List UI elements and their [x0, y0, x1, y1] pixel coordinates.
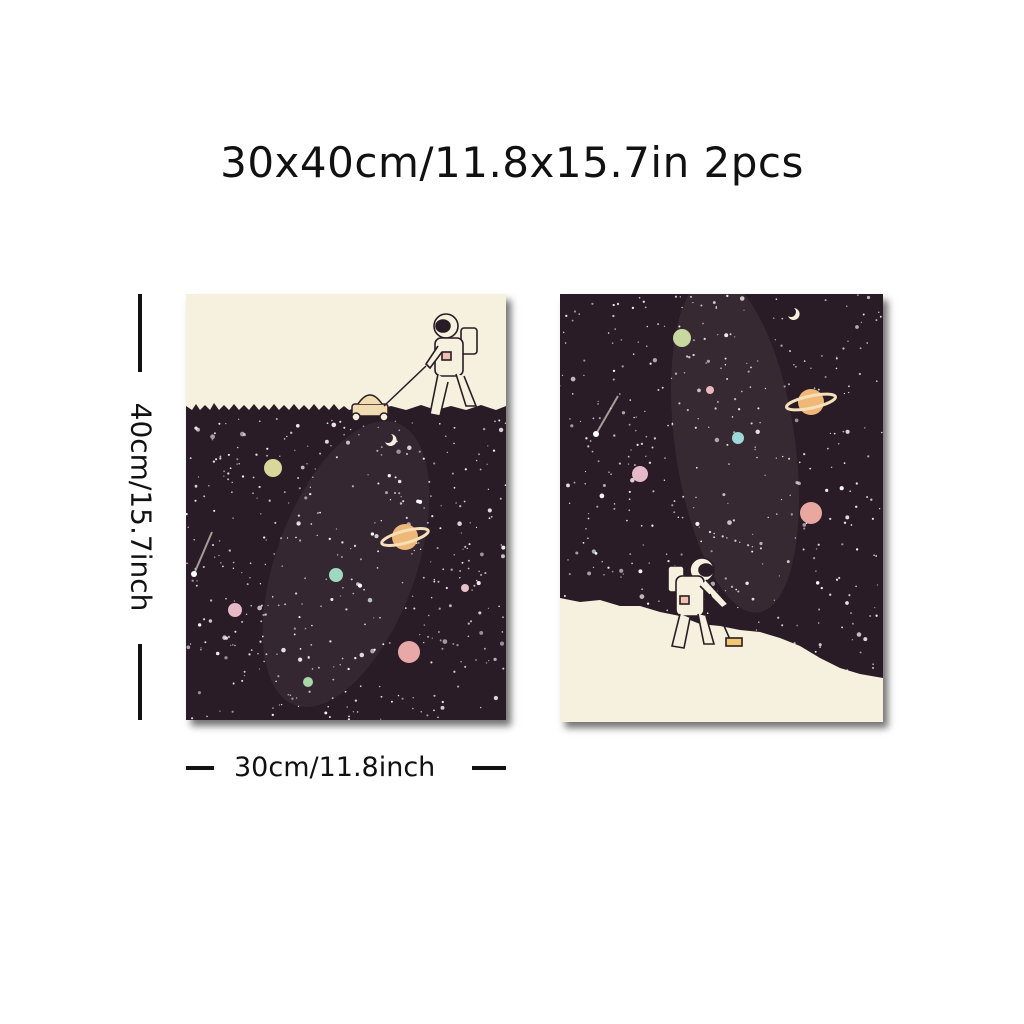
astronaut-sweeping-artwork [560, 294, 883, 722]
height-marker-top-line [138, 294, 142, 372]
planet-rose [398, 641, 420, 663]
astronaut-mowing-artwork [186, 294, 506, 720]
planet-teal [732, 432, 744, 444]
planet-green [673, 329, 691, 347]
comet [191, 531, 213, 577]
planet-yellow-green [264, 459, 282, 477]
height-marker-bottom-line [138, 644, 142, 720]
cream-ground [560, 598, 883, 722]
comet [593, 395, 619, 437]
crescent-moon [385, 434, 397, 446]
product-title: 30x40cm/11.8x15.7in 2pcs [220, 138, 804, 187]
lawn-mower [351, 365, 427, 422]
star-field [186, 417, 506, 720]
ringed-planet [380, 524, 430, 550]
height-dimension-marker [116, 294, 166, 720]
grass-edge [186, 403, 506, 414]
crescent-moon [788, 308, 800, 320]
planet-pink [632, 466, 648, 482]
planet-small-green [303, 677, 313, 687]
width-dimension-marker [186, 755, 506, 785]
width-marker-right-line [472, 766, 506, 770]
ringed-planet [785, 389, 837, 415]
planet-tiny-pink [461, 584, 469, 592]
canvas-print-left [186, 294, 506, 720]
canvas-print-right [560, 294, 883, 722]
astronaut-figure [424, 313, 478, 417]
astronaut-figure [667, 557, 743, 649]
planet-pink [228, 603, 242, 617]
width-marker-left-line [186, 766, 214, 770]
planet-small-pink [706, 386, 714, 394]
planet-teal [329, 568, 343, 582]
planet-rose [800, 502, 822, 524]
width-dimension-label: 30cm/11.8inch [234, 752, 436, 783]
height-dimension-label: 40cm/15.7inch [124, 402, 158, 612]
